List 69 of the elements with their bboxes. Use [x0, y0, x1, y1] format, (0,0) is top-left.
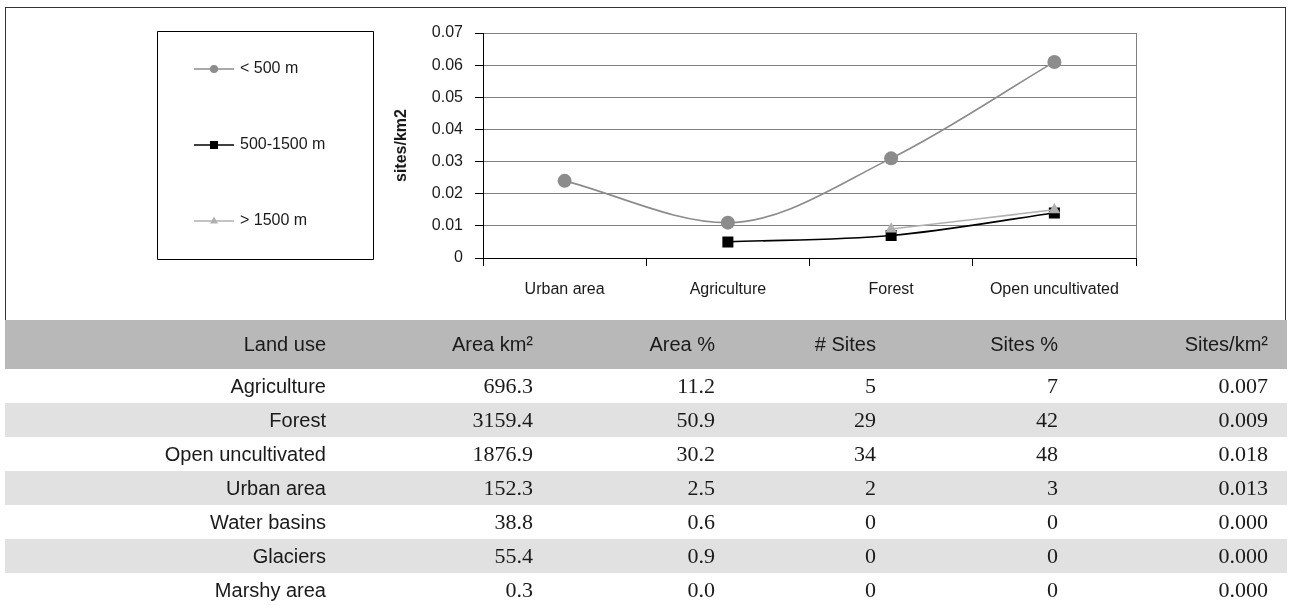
text: 7 — [1047, 373, 1058, 398]
text: 30.2 — [676, 441, 715, 466]
y-tick-label: 0.04 — [431, 119, 464, 137]
text: 0 — [865, 509, 876, 534]
text: 11.2 — [677, 373, 715, 398]
point — [1047, 54, 1062, 69]
text: 0.3 — [505, 577, 533, 602]
legend-label: < 500 m — [240, 59, 299, 77]
text: 2 — [865, 475, 876, 500]
y-tick-label: 0.03 — [431, 151, 464, 169]
category-label: Agriculture — [230, 374, 326, 397]
text: 0 — [865, 577, 876, 602]
text: 34 — [854, 441, 876, 466]
text: 0.018 — [1218, 441, 1268, 466]
point — [722, 236, 734, 248]
category-label: Urban area — [225, 476, 326, 499]
category-label: Area km² — [451, 332, 533, 357]
text: 0.000 — [1218, 509, 1268, 534]
text: 0.013 — [1218, 475, 1268, 500]
category-label: Glaciers — [252, 544, 326, 567]
legend-label: 500-1500 m — [240, 135, 326, 153]
y-axis-title: sites/km2 — [392, 108, 410, 182]
y-tick-label: 0.02 — [431, 184, 464, 202]
text: 29 — [854, 407, 876, 432]
y-tick-label: 0.06 — [431, 55, 464, 73]
y-tick-label: 0.01 — [431, 216, 464, 234]
text: 0 — [1047, 509, 1058, 534]
text: 3159.4 — [472, 407, 533, 432]
text: 55.4 — [494, 543, 533, 568]
text: 696.3 — [483, 373, 533, 398]
text: 0.000 — [1218, 577, 1268, 602]
text: 48 — [1036, 441, 1058, 466]
x-tick-label: Urban area — [524, 280, 605, 298]
category-label: Sites/km² — [1184, 332, 1268, 357]
text: 0.000 — [1218, 543, 1268, 568]
text: 152.3 — [483, 475, 533, 500]
text: 0.9 — [687, 543, 715, 568]
text: 5 — [865, 373, 876, 398]
y-tick-label: 0.05 — [431, 87, 464, 105]
category-label: Sites % — [990, 332, 1058, 357]
text: 1876.9 — [472, 441, 533, 466]
point — [884, 151, 899, 166]
text: 3 — [1047, 475, 1058, 500]
category-label: Water basins — [210, 510, 326, 533]
text: 0 — [1047, 543, 1058, 568]
text: 0.007 — [1218, 373, 1268, 398]
text: 42 — [1036, 407, 1058, 432]
y-tick-label: 0.07 — [431, 23, 464, 41]
category-label: Marshy area — [214, 578, 326, 601]
text: 2.5 — [687, 475, 715, 500]
text: 0 — [865, 543, 876, 568]
legend-label: > 1500 m — [240, 211, 308, 229]
text: 0.0 — [687, 577, 715, 602]
text: 0.009 — [1218, 407, 1268, 432]
point — [557, 173, 572, 188]
text: 0 — [1047, 577, 1058, 602]
text: 0.6 — [687, 509, 715, 534]
category-label: Land use — [243, 332, 326, 357]
text: 50.9 — [676, 407, 715, 432]
category-label: # Sites — [814, 332, 876, 357]
category-label: Forest — [269, 408, 326, 431]
category-label: Area % — [649, 332, 715, 357]
point — [720, 215, 735, 230]
x-tick-label: Agriculture — [689, 280, 767, 298]
text: 38.8 — [494, 509, 533, 534]
x-tick-label: Forest — [868, 280, 915, 298]
category-label: Open uncultivated — [164, 442, 326, 465]
x-tick-label: Open uncultivated — [989, 280, 1119, 298]
y-tick-label: 0 — [454, 248, 464, 266]
